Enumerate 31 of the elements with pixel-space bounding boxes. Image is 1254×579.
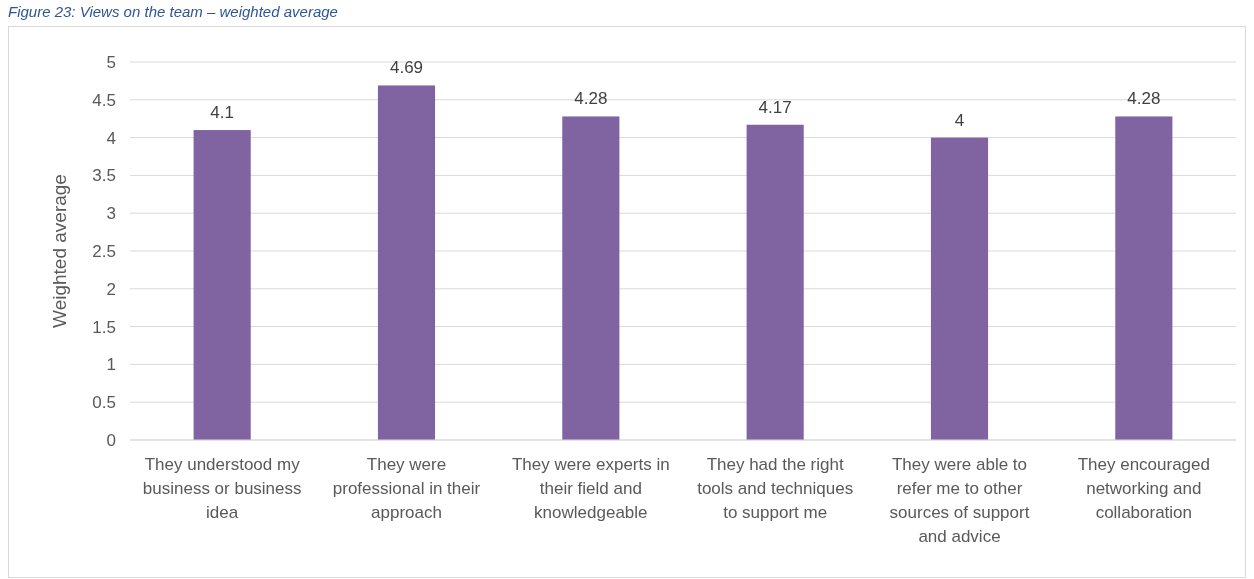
y-tick-label: 4.5 [92,90,116,110]
x-tick-label: They had the right tools and techniques to support me [697,455,854,522]
bar [377,85,436,440]
x-tick-label: They were able to refer me to other sources of support and advice [889,455,1030,546]
y-tick-label: 5 [106,52,116,72]
data-label: 4.28 [574,89,608,109]
y-tick-label: 1.5 [92,317,116,337]
bar [1115,116,1173,440]
data-label: 4.69 [389,58,424,78]
data-label: 4.1 [210,103,234,123]
x-tick-label: They encouraged networking and collaboration [1077,455,1210,522]
y-tick-label: 1 [106,355,116,375]
y-tick-label: 3.5 [92,166,116,186]
data-label: 4.17 [758,97,792,117]
bar [562,116,620,440]
y-axis-title: Weighted average [49,174,70,328]
y-tick-label: 2 [106,279,116,299]
y-tick-label: 3 [106,204,116,224]
y-tick-label: 2.5 [92,241,116,261]
x-tick-label: They were professional in their approach [332,455,481,522]
y-tick-label: 4 [106,128,116,148]
x-tick-label: They understood my business or business idea [142,455,302,522]
bar [930,137,989,440]
data-label: 4 [954,110,965,130]
y-tick-label: 0 [106,430,116,450]
data-label: 4.28 [1127,89,1161,109]
bar [746,124,804,440]
x-tick-label: They were experts in their field and knowledgeable [511,455,670,522]
y-tick-label: 0.5 [92,393,116,413]
bar [193,130,251,440]
chart-title: Figure 23: Views on the team – weighted average [8,3,338,20]
